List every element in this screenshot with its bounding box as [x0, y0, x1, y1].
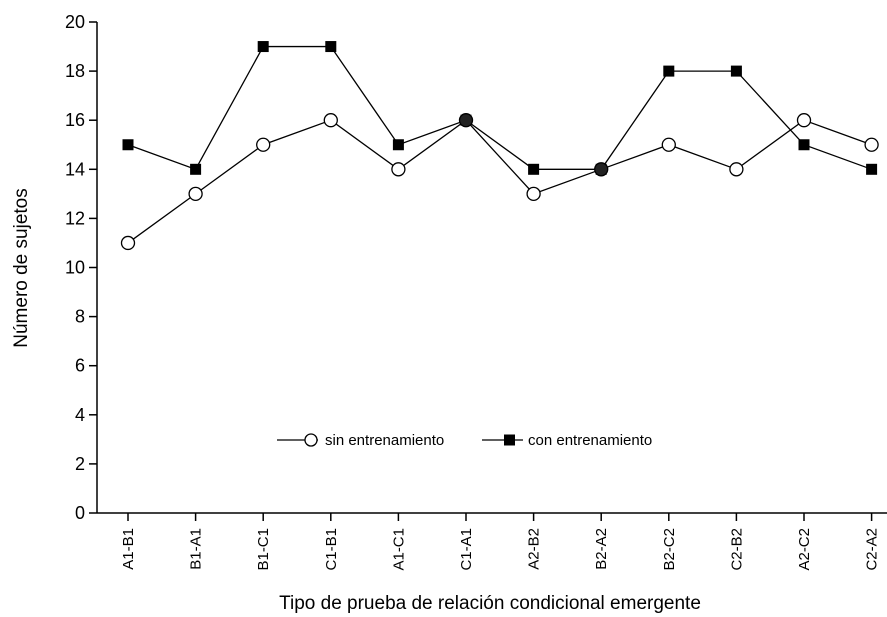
- data-point-sin-entrenamiento: [729, 162, 744, 177]
- series-line: [127, 45, 872, 171]
- y-tick-label: 8: [75, 307, 85, 327]
- data-point-con-entrenamiento: [325, 41, 337, 53]
- legend-label-sin-entrenamiento: sin entrenamiento: [325, 432, 444, 449]
- data-point-sin-entrenamiento: [661, 137, 676, 152]
- legend-marker-sin-entrenamiento: [304, 433, 318, 447]
- x-tick-label: A1-B1: [120, 528, 137, 570]
- legend-marker-con-entrenamiento: [504, 434, 515, 446]
- data-point-sin-entrenamiento: [120, 235, 136, 251]
- y-axis-title: Número de sujetos: [11, 188, 32, 347]
- data-point-con-entrenamiento: [866, 163, 878, 175]
- y-ticks: 0 2 4 6 8 10 12 14 16 18 20: [65, 12, 97, 523]
- y-tick-label: 12: [65, 208, 85, 228]
- y-tick-label: 16: [65, 110, 85, 130]
- x-tick-label: C1-B1: [323, 528, 340, 571]
- x-ticks: A1-B1 B1-A1 B1-C1 C1-B1 A1-C1 C1-A1 A2-B2 B2-A2…: [120, 513, 881, 571]
- data-point-sin-entrenamiento: [188, 186, 203, 202]
- y-tick-label: 18: [65, 61, 85, 81]
- series-line: [127, 119, 872, 244]
- data-point-con-entrenamiento: [798, 139, 810, 151]
- y-tick-label: 14: [65, 159, 85, 179]
- x-tick-label: B2-A2: [593, 528, 610, 570]
- y-tick-label: 10: [65, 258, 85, 278]
- x-tick-label: A2-B2: [526, 528, 543, 570]
- x-tick-label: B2-C2: [661, 528, 678, 571]
- y-tick-label: 4: [75, 405, 85, 425]
- legend-label-con-entrenamiento: con entrenamiento: [528, 432, 652, 449]
- data-point-sin-entrenamiento: [526, 186, 541, 202]
- data-point-sin-entrenamiento: [864, 137, 879, 152]
- data-point-sin-entrenamiento: [458, 113, 474, 128]
- y-tick-label: 6: [75, 356, 85, 376]
- data-point-sin-entrenamiento: [594, 162, 609, 177]
- x-tick-label: B1-A1: [188, 528, 205, 570]
- data-point-con-entrenamiento: [190, 163, 202, 175]
- data-point-con-entrenamiento: [392, 139, 404, 151]
- legend: sin entrenamiento con entrenamiento: [277, 432, 652, 449]
- x-tick-label: C2-B2: [728, 528, 745, 571]
- data-point-sin-entrenamiento: [796, 113, 812, 128]
- x-axis-title: Tipo de prueba de relación condicional e…: [279, 593, 701, 614]
- data-point-con-entrenamiento: [730, 65, 742, 77]
- x-tick-label: C2-A2: [864, 528, 881, 571]
- x-tick-label: B1-C1: [255, 528, 272, 571]
- x-tick-label: C1-A1: [458, 528, 475, 571]
- data-point-con-entrenamiento: [528, 163, 540, 175]
- data-point-con-entrenamiento: [122, 139, 134, 151]
- data-point-sin-entrenamiento: [391, 162, 406, 177]
- y-tick-label: 2: [75, 454, 85, 474]
- x-tick-label: A1-C1: [390, 528, 407, 571]
- y-tick-label: 0: [75, 503, 85, 523]
- series-layer: [120, 41, 879, 251]
- y-tick-label: 20: [65, 12, 85, 32]
- data-point-sin-entrenamiento: [256, 137, 271, 152]
- data-point-con-entrenamiento: [663, 65, 675, 77]
- data-point-con-entrenamiento: [257, 41, 269, 53]
- x-tick-label: A2-C2: [796, 528, 813, 571]
- data-point-sin-entrenamiento: [323, 113, 338, 128]
